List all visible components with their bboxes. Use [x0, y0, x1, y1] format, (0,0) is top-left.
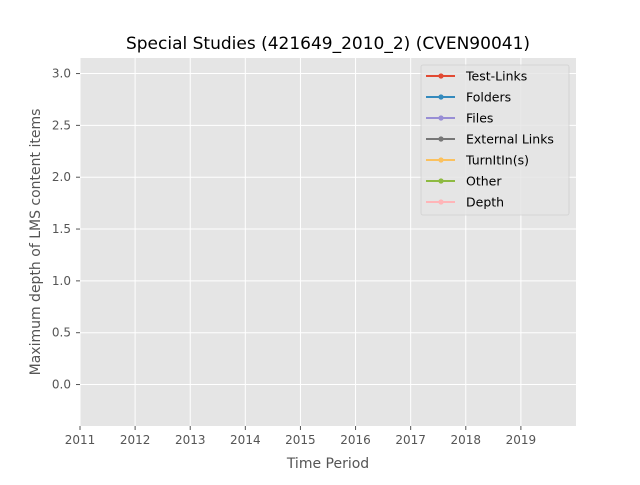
x-tick-label: 2019: [506, 433, 537, 447]
legend-item: Folders: [426, 90, 511, 105]
x-tick-label: 2017: [395, 433, 426, 447]
y-tick-label: 2.0: [52, 170, 71, 184]
legend-marker: [438, 199, 444, 205]
legend-label: Folders: [466, 90, 511, 105]
x-tick-label: 2016: [340, 433, 371, 447]
legend-label: Test-Links: [465, 69, 527, 84]
legend-label: External Links: [466, 132, 554, 147]
y-tick-label: 1.5: [52, 222, 71, 236]
legend-label: TurnItIn(s): [465, 153, 529, 168]
x-axis-ticks: 2011 2012 2013 2014 2015 2016 2017 2018 2019: [65, 426, 536, 447]
y-tick-label: 3.0: [52, 67, 71, 81]
legend-marker: [438, 94, 444, 100]
legend-label: Other: [466, 174, 502, 189]
legend-item: Depth: [426, 195, 504, 210]
x-tick-label: 2018: [451, 433, 482, 447]
legend-marker: [438, 178, 444, 184]
legend-item: Files: [426, 111, 493, 126]
legend-item: TurnItIn(s): [426, 153, 529, 168]
legend-item: Other: [426, 174, 502, 189]
x-tick-label: 2014: [230, 433, 261, 447]
y-axis-ticks: 0.0 0.5 1.0 1.5 2.0 2.5 3.0: [52, 67, 80, 392]
legend-label: Depth: [466, 195, 504, 210]
legend-marker: [438, 115, 444, 121]
legend-marker: [438, 73, 444, 79]
y-tick-label: 2.5: [52, 118, 71, 132]
legend-item: External Links: [426, 132, 554, 147]
chart-title: Special Studies (421649_2010_2) (CVEN900…: [126, 34, 530, 54]
x-tick-label: 2011: [65, 433, 96, 447]
legend: Test-Links Folders Files External Links Turn…: [420, 64, 570, 216]
x-axis-title: Time Period: [286, 456, 369, 472]
y-tick-label: 1.0: [52, 274, 71, 288]
legend-marker: [438, 157, 444, 163]
x-tick-label: 2015: [285, 433, 316, 447]
x-tick-label: 2012: [120, 433, 151, 447]
y-tick-label: 0.0: [52, 378, 71, 392]
legend-box: [420, 64, 570, 216]
legend-label: Files: [466, 111, 493, 126]
legend-marker: [438, 136, 444, 142]
y-axis-title: Maximum depth of LMS content items: [28, 109, 44, 376]
x-tick-label: 2013: [175, 433, 206, 447]
legend-item: Test-Links: [426, 69, 527, 84]
legend-items: Test-Links Folders Files External Links Turn…: [426, 69, 554, 210]
y-tick-label: 0.5: [52, 326, 71, 340]
